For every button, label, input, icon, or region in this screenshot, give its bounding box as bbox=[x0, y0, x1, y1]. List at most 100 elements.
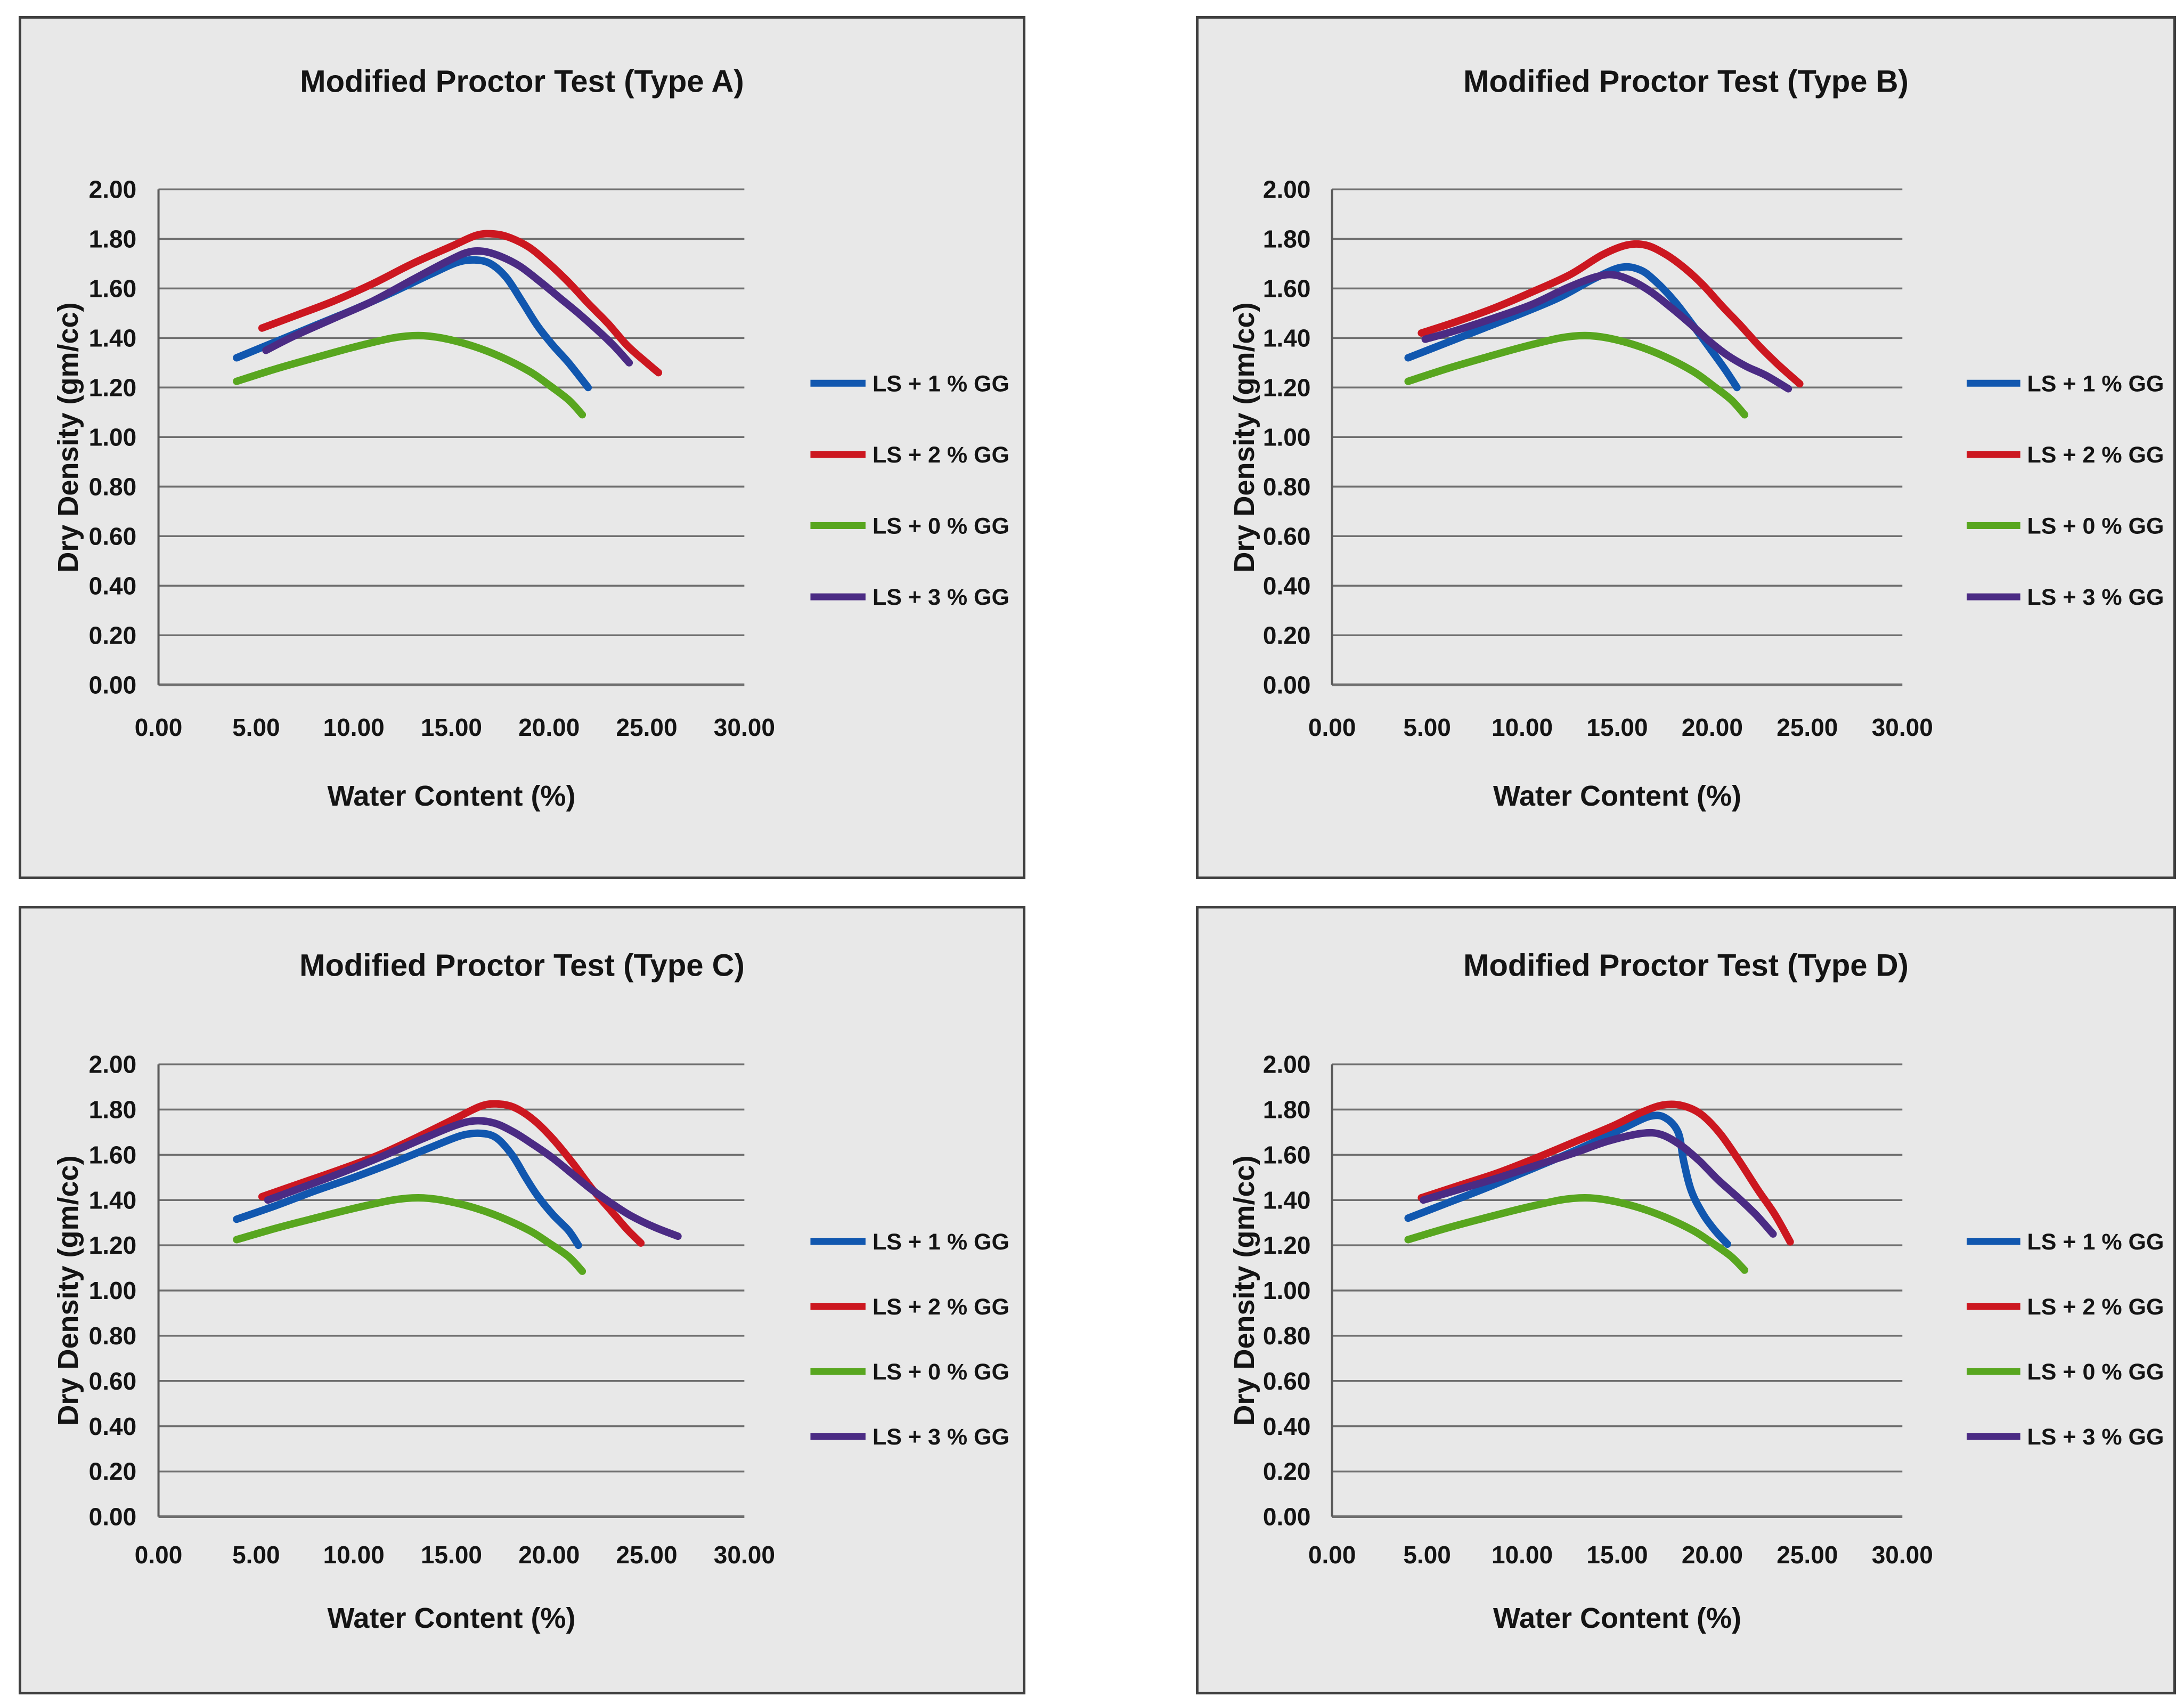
legend-item-ls-2-gg: LS + 2 % GG bbox=[1967, 442, 2164, 468]
legend-item-ls-2-gg: LS + 2 % GG bbox=[810, 1294, 1009, 1320]
legend-label: LS + 2 % GG bbox=[2027, 442, 2164, 468]
plot-area: 0.00 0.20 0.40 0.60 0.80 1.00 1.20 1.40 1.60 1.80… bbox=[1263, 1051, 2164, 1569]
x-tick-label: 25.00 bbox=[1776, 1541, 1838, 1569]
y-tick-label: 0.20 bbox=[89, 1458, 137, 1486]
legend-label: LS + 1 % GG bbox=[873, 1229, 1009, 1255]
y-tick-label: 0.00 bbox=[1263, 671, 1311, 699]
x-tick-label: 20.00 bbox=[1682, 713, 1743, 741]
x-tick-label: 0.00 bbox=[135, 713, 183, 741]
x-tick-label: 30.00 bbox=[714, 713, 775, 741]
x-tick-label: 5.00 bbox=[1403, 1541, 1451, 1569]
legend-item-ls-3-gg: LS + 3 % GG bbox=[1967, 585, 2164, 610]
y-tick-label: 1.00 bbox=[1263, 423, 1311, 451]
x-axis-title: Water Content (%) bbox=[327, 780, 576, 812]
y-tick-label: 0.00 bbox=[89, 671, 137, 699]
chart-title: Modified Proctor Test (Type A) bbox=[300, 64, 744, 99]
legend-item-ls-3-gg: LS + 3 % GG bbox=[810, 585, 1009, 610]
series-line-ls-3-gg bbox=[1419, 1129, 1777, 1238]
legend-item-ls-0-gg: LS + 0 % GG bbox=[1967, 1359, 2164, 1385]
y-tick-label: 1.40 bbox=[1263, 1186, 1311, 1214]
legend-item-ls-2-gg: LS + 2 % GG bbox=[1967, 1294, 2164, 1320]
legend-label: LS + 2 % GG bbox=[873, 1294, 1009, 1320]
x-axis-title: Water Content (%) bbox=[327, 1602, 576, 1634]
legend-label: LS + 0 % GG bbox=[2027, 514, 2164, 539]
y-tick-label: 2.00 bbox=[1263, 175, 1311, 203]
x-tick-label: 0.00 bbox=[135, 1541, 183, 1569]
legend-item-ls-1-gg: LS + 1 % GG bbox=[1967, 1229, 2164, 1255]
y-tick-label: 0.60 bbox=[1263, 1367, 1311, 1395]
y-tick-label: 0.40 bbox=[1263, 572, 1311, 599]
legend-label: LS + 1 % GG bbox=[2027, 371, 2164, 396]
chart-panel-type-b: Modified Proctor Test (Type B) Dry Densi… bbox=[1196, 16, 2176, 879]
y-tick-label: 0.20 bbox=[1263, 1458, 1311, 1486]
plot-area: 0.00 0.20 0.40 0.60 0.80 1.00 1.20 1.40 1.60 1.80… bbox=[1263, 175, 2164, 741]
y-tick-label: 1.80 bbox=[89, 1096, 137, 1124]
x-tick-label: 20.00 bbox=[1682, 1541, 1743, 1569]
chart-title: Modified Proctor Test (Type D) bbox=[1463, 948, 1909, 983]
legend-label: LS + 2 % GG bbox=[873, 442, 1009, 468]
y-tick-label: 2.00 bbox=[89, 1051, 137, 1078]
y-tick-label: 0.00 bbox=[1263, 1503, 1311, 1531]
chart-panel-type-a: Modified Proctor Test (Type A) Dry Densi… bbox=[19, 16, 1025, 879]
chart-panel-type-d: Modified Proctor Test (Type D) Dry Densi… bbox=[1196, 906, 2176, 1694]
y-tick-label: 1.80 bbox=[89, 225, 137, 253]
x-tick-label: 30.00 bbox=[1872, 713, 1933, 741]
y-tick-label: 0.20 bbox=[89, 621, 137, 649]
y-tick-label: 1.60 bbox=[1263, 274, 1311, 302]
x-tick-label: 30.00 bbox=[714, 1541, 775, 1569]
x-tick-label: 25.00 bbox=[616, 713, 677, 741]
y-tick-label: 1.60 bbox=[89, 1141, 137, 1168]
legend-label: LS + 3 % GG bbox=[873, 585, 1009, 610]
y-tick-label: 1.60 bbox=[89, 274, 137, 302]
series-line-ls-1-gg bbox=[1404, 1111, 1731, 1248]
y-tick-label: 1.00 bbox=[89, 423, 137, 451]
x-tick-label: 15.00 bbox=[1586, 713, 1648, 741]
y-tick-label: 0.60 bbox=[89, 522, 137, 550]
x-tick-label: 15.00 bbox=[421, 713, 482, 741]
legend-item-ls-2-gg: LS + 2 % GG bbox=[810, 442, 1009, 468]
y-tick-label: 0.80 bbox=[89, 473, 137, 500]
legend-item-ls-1-gg: LS + 1 % GG bbox=[810, 371, 1009, 396]
legend-item-ls-1-gg: LS + 1 % GG bbox=[810, 1229, 1009, 1255]
y-tick-label: 1.80 bbox=[1263, 225, 1311, 253]
x-tick-label: 5.00 bbox=[232, 1541, 280, 1569]
y-tick-label: 1.00 bbox=[89, 1277, 137, 1304]
series-line-ls-0-gg bbox=[1404, 331, 1749, 419]
legend-label: LS + 1 % GG bbox=[873, 371, 1009, 396]
x-tick-label: 20.00 bbox=[518, 713, 580, 741]
legend-label: LS + 3 % GG bbox=[2027, 1424, 2164, 1450]
plot-area: 0.00 0.20 0.40 0.60 0.80 1.00 1.20 1.40 1.60 1.80… bbox=[89, 1051, 1009, 1569]
x-axis-title: Water Content (%) bbox=[1493, 780, 1741, 812]
x-tick-label: 5.00 bbox=[232, 713, 280, 741]
x-tick-label: 30.00 bbox=[1872, 1541, 1933, 1569]
legend-item-ls-0-gg: LS + 0 % GG bbox=[1967, 514, 2164, 539]
y-tick-label: 1.40 bbox=[1263, 324, 1311, 352]
plot-area: 0.00 0.20 0.40 0.60 0.80 1.00 1.20 1.40 1.60 1.80… bbox=[89, 175, 1009, 741]
x-axis-title: Water Content (%) bbox=[1493, 1602, 1741, 1634]
y-tick-label: 2.00 bbox=[89, 175, 137, 203]
legend-label: LS + 0 % GG bbox=[2027, 1359, 2164, 1385]
series-line-ls-2-gg bbox=[1417, 240, 1804, 388]
legend-label: LS + 3 % GG bbox=[2027, 585, 2164, 610]
y-tick-label: 0.40 bbox=[1263, 1413, 1311, 1440]
x-tick-label: 0.00 bbox=[1308, 1541, 1356, 1569]
y-tick-label: 0.20 bbox=[1263, 621, 1311, 649]
x-tick-label: 25.00 bbox=[616, 1541, 677, 1569]
y-tick-label: 1.20 bbox=[1263, 374, 1311, 401]
legend-label: LS + 1 % GG bbox=[2027, 1229, 2164, 1255]
y-tick-label: 1.60 bbox=[1263, 1141, 1311, 1168]
x-tick-label: 15.00 bbox=[421, 1541, 482, 1569]
series-line-ls-0-gg bbox=[1404, 1194, 1749, 1274]
legend-label: LS + 0 % GG bbox=[873, 514, 1009, 539]
series-line-ls-2-gg bbox=[1417, 1100, 1794, 1246]
legend-label: LS + 2 % GG bbox=[2027, 1294, 2164, 1320]
y-tick-label: 2.00 bbox=[1263, 1051, 1311, 1078]
x-tick-label: 10.00 bbox=[323, 1541, 385, 1569]
y-tick-label: 0.80 bbox=[89, 1322, 137, 1350]
series-line-ls-3-gg bbox=[262, 247, 633, 367]
series-line-ls-3-gg bbox=[264, 1117, 682, 1240]
series-line-ls-1-gg bbox=[233, 1129, 582, 1249]
y-tick-label: 0.60 bbox=[89, 1367, 137, 1395]
y-tick-label: 0.80 bbox=[1263, 473, 1311, 500]
y-tick-label: 0.40 bbox=[89, 572, 137, 599]
